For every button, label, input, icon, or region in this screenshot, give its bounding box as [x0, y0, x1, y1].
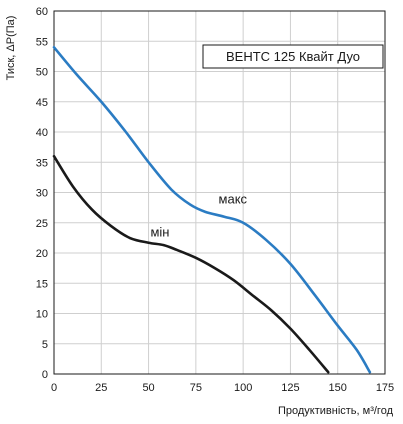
series-label-min: мін [150, 225, 169, 240]
y-tick-label-25: 25 [36, 218, 48, 230]
y-tick-label-5: 5 [42, 339, 48, 351]
y-tick-label-10: 10 [36, 309, 48, 321]
y-tick-label-20: 20 [36, 248, 48, 260]
y-tick-label-30: 30 [36, 188, 48, 200]
series-line-min [54, 156, 328, 372]
chart-title: ВЕНТС 125 Квайт Дуо [226, 49, 360, 64]
x-tick-label-175: 175 [376, 382, 394, 394]
x-tick-label-150: 150 [329, 382, 347, 394]
x-tick-label-50: 50 [142, 382, 154, 394]
x-tick-label-100: 100 [234, 382, 252, 394]
x-tick-label-25: 25 [95, 382, 107, 394]
series-label-max: макс [219, 191, 248, 206]
y-tick-label-50: 50 [36, 67, 48, 79]
x-tick-label-75: 75 [190, 382, 202, 394]
y-tick-label-0: 0 [42, 369, 48, 381]
x-tick-label-125: 125 [281, 382, 299, 394]
y-tick-label-40: 40 [36, 127, 48, 139]
y-tick-label-15: 15 [36, 278, 48, 290]
y-axis-label: Тиск, ΔP(Па) [5, 16, 17, 81]
x-axis-label: Продуктивність, м³/год [278, 405, 394, 417]
legend: ВЕНТС 125 Квайт Дуо [203, 45, 383, 68]
y-tick-label-60: 60 [36, 6, 48, 18]
y-tick-label-45: 45 [36, 97, 48, 109]
y-tick-label-35: 35 [36, 157, 48, 169]
y-tick-label-55: 55 [36, 36, 48, 48]
x-tick-label-0: 0 [51, 382, 57, 394]
